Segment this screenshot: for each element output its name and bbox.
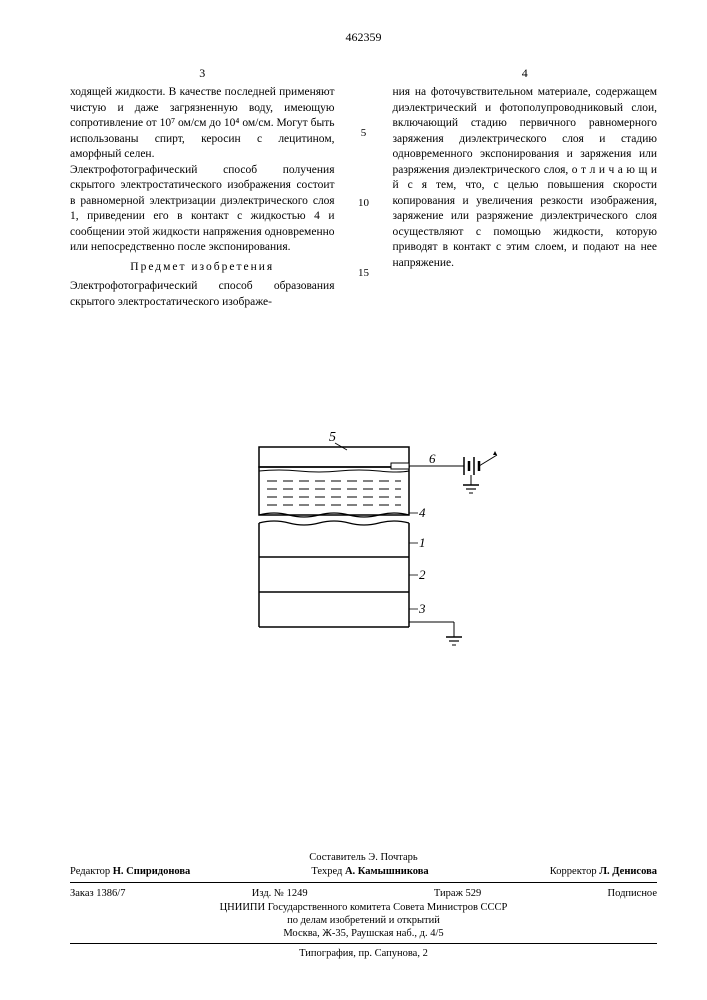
compiler-line: Составитель Э. Почтарь (70, 851, 657, 864)
label-2: 2 (419, 567, 426, 582)
footer-block: Составитель Э. Почтарь Редактор Н. Спири… (70, 851, 657, 960)
footer-rule (70, 882, 657, 883)
right-column-number: 4 (393, 65, 658, 81)
corrector: Корректор Л. Денисова (550, 866, 657, 877)
left-para-2: Электрофотографический способ получения … (70, 164, 335, 254)
line-number-gutter: 5 10 15 (355, 65, 373, 337)
left-column-number: 3 (70, 65, 335, 81)
liquid-surface-line (259, 470, 409, 472)
right-para-1: ния на фоточувствительном материале, сод… (393, 86, 658, 269)
line-marker: 5 (361, 127, 367, 139)
left-para-3: Электрофотографический способ образовани… (70, 280, 335, 308)
org-line-1: ЦНИИПИ Государственного комитета Совета … (70, 901, 657, 914)
footer-rule (70, 943, 657, 944)
editor: Редактор Н. Спиридонова (70, 866, 190, 877)
line-marker: 10 (358, 197, 369, 209)
label-1: 1 (419, 535, 426, 550)
layer-4 (259, 467, 409, 515)
switch-arm (479, 455, 497, 466)
tirazh: Тираж 529 (434, 888, 481, 899)
techred: Техред А. Камышникова (311, 866, 428, 877)
label-6: 6 (429, 451, 436, 466)
switch-arrow (493, 451, 497, 455)
left-column: 3 ходящей жидкости. В качестве последней… (70, 65, 335, 337)
page: 462359 3 ходящей жидкости. В качестве по… (0, 0, 707, 1000)
label-5: 5 (329, 430, 336, 445)
org-line-2: по делам изобретений и открытий (70, 914, 657, 927)
layer-diagram: 5 6 4 1 2 3 (219, 427, 509, 657)
patent-number: 462359 (70, 30, 657, 45)
right-column: 4 ния на фоточувствительном материале, с… (393, 65, 658, 337)
izd-num: Изд. № 1249 (252, 888, 308, 899)
figure-area: 5 6 4 1 2 3 (70, 427, 657, 657)
print-info-line: Заказ 1386/7 Изд. № 1249 Тираж 529 Подпи… (70, 886, 657, 901)
line-marker: 15 (358, 267, 369, 279)
text-columns: 3 ходящей жидкости. В качестве последней… (70, 65, 657, 337)
layer-5 (259, 447, 409, 467)
label-3: 3 (418, 601, 426, 616)
wavy-boundary (259, 521, 409, 525)
credits-line: Редактор Н. Спиридонова Техред А. Камышн… (70, 864, 657, 879)
claims-heading: Предмет изобретения (70, 260, 335, 276)
podpisnoe: Подписное (608, 888, 657, 899)
left-para-1: ходящей жидкости. В качестве последней п… (70, 86, 335, 160)
electrode-notch (391, 463, 409, 469)
typography-line: Типография, пр. Сапунова, 2 (70, 947, 657, 960)
addr-line: Москва, Ж-35, Раушская наб., д. 4/5 (70, 927, 657, 940)
label-4: 4 (419, 505, 426, 520)
order-num: Заказ 1386/7 (70, 888, 125, 899)
